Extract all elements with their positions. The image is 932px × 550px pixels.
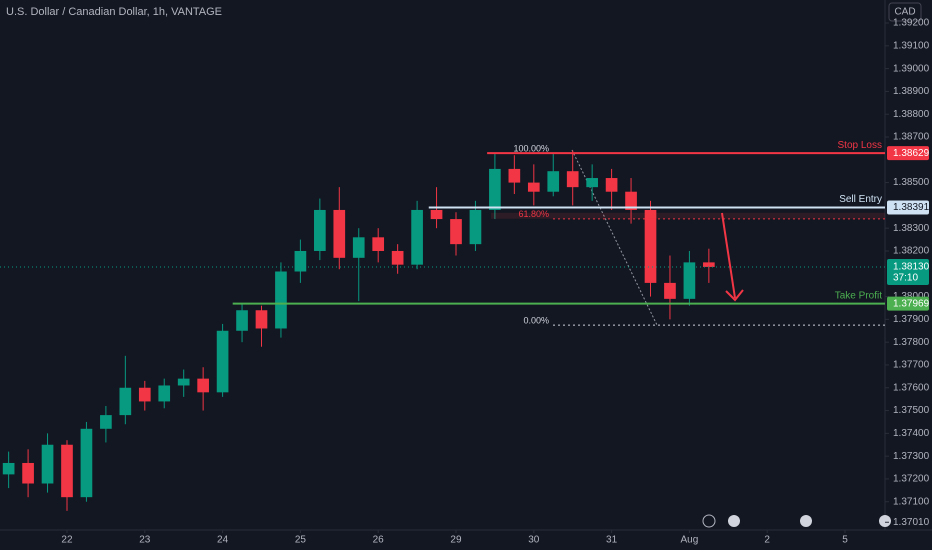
x-tick-label: 5 — [842, 535, 848, 546]
icon[interactable] — [728, 515, 740, 527]
candle-body — [372, 237, 385, 251]
candle-body — [158, 385, 171, 402]
candle-body — [489, 168, 501, 210]
y-tick-label: 1.39000 — [893, 63, 930, 74]
y-tick-label: 1.38700 — [893, 132, 930, 143]
candle-body — [469, 209, 482, 245]
candle-body — [119, 387, 132, 416]
y-tick-label: 1.38800 — [893, 109, 930, 120]
y-tick-label: 1.37010 — [893, 517, 930, 528]
y-tick-label: 1.37300 — [893, 451, 930, 462]
candle-body — [2, 462, 15, 475]
x-tick-label: 26 — [373, 535, 385, 546]
y-tick-label: 1.39100 — [893, 40, 930, 51]
y-tick-label: 1.38900 — [893, 86, 930, 97]
level-price-label: 1.38391 — [893, 202, 930, 213]
candle-body — [644, 209, 657, 283]
x-tick-label: 22 — [61, 535, 73, 546]
y-tick-label: 1.37800 — [893, 337, 930, 348]
countdown-label: 37:10 — [893, 273, 918, 284]
candle-body — [294, 250, 307, 272]
bottom-icons — [702, 514, 891, 528]
candle-body — [138, 387, 151, 402]
candle-body — [197, 378, 209, 393]
candle-body — [411, 209, 423, 265]
x-tick-label: Aug — [681, 535, 699, 546]
candle-body — [508, 168, 521, 183]
current-price-box — [887, 258, 929, 285]
level-price-box — [887, 146, 929, 161]
currency-button[interactable] — [888, 2, 922, 22]
candle-body — [61, 444, 73, 498]
candle-body — [275, 271, 287, 329]
candle-body — [80, 428, 93, 498]
x-tick-label: 24 — [217, 535, 229, 546]
y-tick-label: 1.38200 — [893, 246, 930, 257]
candle-body — [22, 462, 34, 484]
candle-body — [255, 310, 268, 329]
level-price-box — [887, 200, 929, 215]
candle-body — [683, 262, 696, 299]
x-tick-label: 29 — [450, 535, 462, 546]
level-price-label: 1.38629 — [893, 148, 930, 159]
candle-body — [216, 330, 229, 393]
y-tick-label: 1.37100 — [893, 496, 930, 507]
candle-body — [450, 219, 462, 245]
candle-body — [605, 178, 618, 192]
icon[interactable] — [800, 515, 812, 527]
icon[interactable] — [702, 514, 716, 528]
chart-title: U.S. Dollar / Canadian Dollar, 1h, VANTA… — [6, 6, 222, 18]
y-tick-label: 1.37900 — [893, 314, 930, 325]
fib-label: 0.00% — [523, 315, 549, 325]
x-tick-label: 2 — [764, 535, 770, 546]
candle-body — [703, 262, 715, 267]
y-tick-label: 1.37500 — [893, 405, 930, 416]
y-tick-label: 1.37200 — [893, 474, 930, 485]
y-tick-label: 1.37700 — [893, 360, 930, 371]
y-tick-label: 1.39200 — [893, 18, 930, 29]
level-price-label: 1.37969 — [893, 298, 930, 309]
x-tick-label: 25 — [295, 535, 307, 546]
candle-body — [100, 415, 112, 429]
current-price-label: 1.38130 — [893, 262, 930, 273]
icon[interactable] — [879, 515, 891, 527]
candle-body — [314, 209, 326, 251]
level-name: Stop Loss — [838, 140, 882, 151]
fib-zone — [491, 212, 885, 219]
candle-body — [41, 444, 54, 484]
candle-body — [430, 209, 443, 220]
level-name: Sell Entry — [839, 194, 882, 205]
candle-body — [625, 191, 637, 210]
candle-body — [177, 378, 190, 386]
currency-label[interactable]: CAD — [894, 7, 915, 18]
x-tick-label: 23 — [139, 535, 151, 546]
candle-body — [566, 171, 579, 188]
candle-body — [586, 178, 598, 188]
y-tick-label: 1.38500 — [893, 177, 930, 188]
candle-body — [333, 209, 346, 258]
candle-body — [527, 182, 540, 192]
candle-body — [547, 171, 560, 192]
arrow-shaft — [721, 212, 736, 299]
x-tick-label: 30 — [528, 535, 540, 546]
candle-body — [391, 250, 404, 265]
y-tick-label: 1.37600 — [893, 382, 930, 393]
candle-body — [236, 310, 248, 331]
fib-label: 100.00% — [513, 144, 549, 154]
y-tick-label: 1.38300 — [893, 223, 930, 234]
fib-label: 61.80% — [518, 209, 549, 219]
candle-body — [352, 237, 365, 258]
y-tick-label: 1.37400 — [893, 428, 930, 439]
x-tick-label: 31 — [606, 535, 618, 546]
candle-body — [664, 282, 676, 299]
level-price-box — [887, 296, 929, 311]
arrow-head — [725, 289, 744, 302]
level-name: Take Profit — [835, 290, 882, 301]
sell-arrow — [721, 212, 744, 302]
fib-trend-line — [571, 149, 658, 326]
